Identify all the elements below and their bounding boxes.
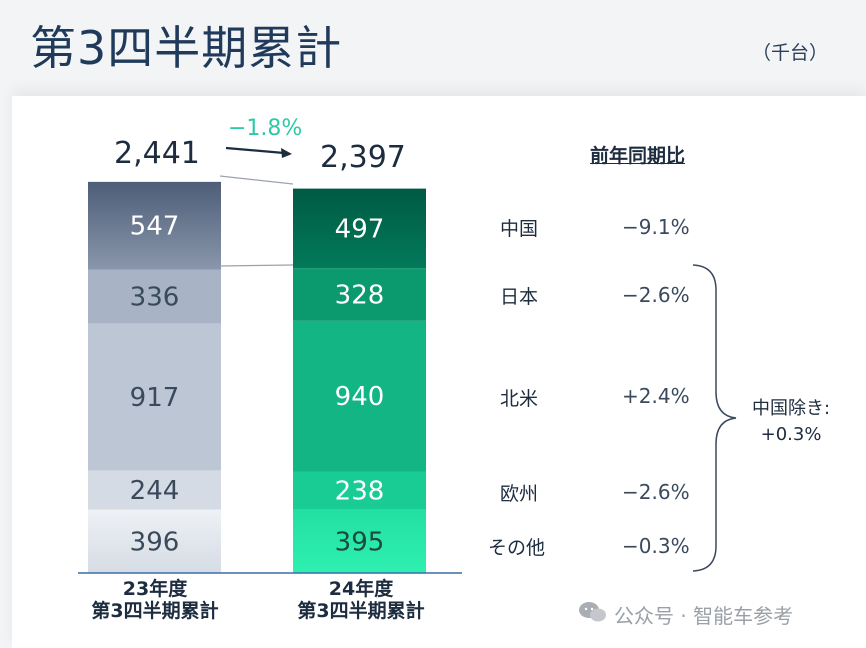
yoy-value: −2.6% [622,283,690,307]
watermark: 公众号 · 智能车参考 [614,604,794,628]
arrow-icon [225,146,292,158]
data-label-fy24-2: 940 [335,382,385,412]
change-label: −1.8% [228,116,303,141]
data-label-fy23-1: 336 [130,282,180,312]
bar-segment-fy23-0 [88,181,221,270]
data-label-fy24-4: 395 [335,527,385,557]
bar-segment-fy24-2 [293,320,426,472]
data-label-fy23-4: 396 [130,527,180,557]
brace-icon [692,264,737,572]
category-label-fy24-line1: 24年度 [328,578,394,600]
bar-segment-fy23-3 [88,470,221,510]
bar-segment-fy24-1 [293,268,426,321]
bar-segment-fy23-2 [88,323,221,471]
category-label-fy23: 23年度 第3四半期累計 [80,578,230,622]
yoy-value: −2.6% [622,480,690,504]
data-label-fy24-1: 328 [335,281,385,311]
region-label: 日本 [500,286,539,308]
wechat-icon [579,602,606,622]
ex-china-label: 中国除き: [752,398,831,419]
category-label-fy23-line2: 第3四半期累計 [91,600,219,622]
data-label-fy23-2: 917 [130,383,180,413]
total-fy24: 2,397 [320,140,406,175]
unit-label: （千台） [751,42,828,64]
data-label-fy23-3: 244 [130,476,180,506]
data-label-fy23-0: 547 [130,212,180,242]
yoy-value: +2.4% [622,384,690,408]
yoy-value: −0.3% [622,534,690,558]
bar-segment-fy24-0 [293,188,426,269]
category-label-fy23-line1: 23年度 [122,578,188,600]
bar-segment-fy23-1 [88,269,221,324]
data-label-fy24-3: 238 [335,477,385,507]
connector-line-china [219,264,294,267]
page-title: 第3四半期累計 [30,21,343,75]
bar-segment-fy24-3 [293,471,426,510]
connector-line-top [219,175,294,185]
bar-segment-fy24-4 [293,509,426,573]
category-label-fy24: 24年度 第3四半期累計 [286,578,436,622]
category-label-fy24-line2: 第3四半期累計 [297,600,425,622]
region-label: 中国 [500,218,539,240]
data-label-fy24-0: 497 [335,214,385,244]
ex-china-value: +0.3% [760,424,822,445]
yoy-value: −9.1% [622,215,690,239]
region-label: 欧州 [500,483,539,505]
ex-china-note: 中国除き: +0.3% [752,396,830,448]
yoy-header: 前年同期比 [590,145,686,167]
region-label: その他 [488,537,546,559]
region-label: 北米 [500,388,539,410]
total-fy23: 2,441 [114,136,200,171]
bar-segment-fy23-4 [88,509,221,573]
